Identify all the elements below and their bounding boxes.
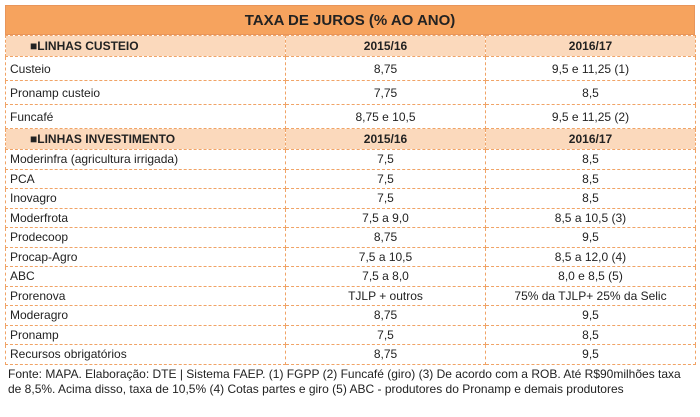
footnote: Fonte: MAPA. Elaboração: DTE | Sistema F… xyxy=(8,366,681,396)
table-cell: 7,5 a 9,0 xyxy=(285,207,486,228)
table-cell: 8,5 xyxy=(485,168,696,189)
section-header-cell: ■LINHAS INVESTIMENTO xyxy=(5,128,286,150)
section-header-cell: 2015/16 xyxy=(285,35,486,57)
table-row: Moderinfra (agricultura irrigada) 7,5 8,5 xyxy=(5,149,696,170)
section-header-cell: 2015/16 xyxy=(285,128,486,150)
table-row: Moderagro 8,75 9,5 xyxy=(5,305,696,326)
table-cell: 8,5 xyxy=(485,188,696,209)
table-cell: 9,5 e 11,25 (1) xyxy=(485,56,696,81)
table-cell: Funcafé xyxy=(5,104,286,129)
table-cell: 9,5 xyxy=(485,344,696,365)
table-cell: 7,5 xyxy=(285,324,486,345)
table-cell: 8,75 xyxy=(285,56,486,81)
table-row: Funcafé 8,75 e 10,5 9,5 e 11,25 (2) xyxy=(5,104,696,129)
table-cell: Prodecoop xyxy=(5,227,286,248)
table-cell: 8,75 xyxy=(285,305,486,326)
table-row: Pronamp custeio 7,75 8,5 xyxy=(5,80,696,105)
table-cell: Recursos obrigatórios xyxy=(5,344,286,365)
table-cell: 7,5 a 10,5 xyxy=(285,246,486,267)
table-cell: 7,5 xyxy=(285,149,486,170)
table-row: Moderfrota 7,5 a 9,0 8,5 a 10,5 (3) xyxy=(5,207,696,228)
table-cell: 75% da TJLP+ 25% da Selic xyxy=(485,285,696,306)
section-header-row: ■LINHAS CUSTEIO 2015/16 2016/17 xyxy=(5,35,696,57)
section-header-row: ■LINHAS INVESTIMENTO 2015/16 2016/17 xyxy=(5,128,696,150)
table-cell: Pronamp xyxy=(5,324,286,345)
table-cell: Inovagro xyxy=(5,188,286,209)
table-row: Pronamp 7,5 8,5 xyxy=(5,324,696,345)
table-cell: 8,5 xyxy=(485,324,696,345)
table-cell: Moderagro xyxy=(5,305,286,326)
table-cell: Prorenova xyxy=(5,285,286,306)
table-cell: 8,5 a 10,5 (3) xyxy=(485,207,696,228)
section-header-cell: 2016/17 xyxy=(485,128,696,150)
table-row: Procap-Agro 7,5 a 10,5 8,5 a 12,0 (4) xyxy=(5,246,696,267)
table-cell: ABC xyxy=(5,266,286,287)
table-cell: 7,5 xyxy=(285,168,486,189)
rate-table-panel: TAXA DE JUROS (% AO ANO) ■LINHAS CUSTEIO… xyxy=(5,5,696,397)
section-header-cell: ■LINHAS CUSTEIO xyxy=(5,35,286,57)
table-cell: 9,5 xyxy=(485,305,696,326)
table-row: Prodecoop 8,75 9,5 xyxy=(5,227,696,248)
table-cell: 8,5 a 12,0 (4) xyxy=(485,246,696,267)
table-cell: 7,75 xyxy=(285,80,486,105)
table-cell: Custeio xyxy=(5,56,286,81)
table-cell: 9,5 e 11,25 (2) xyxy=(485,104,696,129)
table-title: TAXA DE JUROS (% AO ANO) xyxy=(5,5,695,35)
section-header-cell: 2016/17 xyxy=(485,35,696,57)
table-cell: 8,0 e 8,5 (5) xyxy=(485,266,696,287)
table-row: Recursos obrigatórios 8,75 9,5 xyxy=(5,344,696,365)
table-row: Prorenova TJLP + outros 75% da TJLP+ 25% d… xyxy=(5,285,696,306)
table-cell: Moderinfra (agricultura irrigada) xyxy=(5,149,286,170)
table-cell: 7,5 xyxy=(285,188,486,209)
table-cell: PCA xyxy=(5,168,286,189)
rate-table: ■LINHAS CUSTEIO 2015/16 2016/17 Custeio 8,75… xyxy=(5,35,696,365)
table-cell: Procap-Agro xyxy=(5,246,286,267)
table-row: Inovagro 7,5 8,5 xyxy=(5,188,696,209)
table-cell: Pronamp custeio xyxy=(5,80,286,105)
table-cell: Moderfrota xyxy=(5,207,286,228)
table-cell: 8,75 xyxy=(285,344,486,365)
table-row: PCA 7,5 8,5 xyxy=(5,168,696,189)
table-cell: 8,5 xyxy=(485,149,696,170)
table-cell: 8,75 xyxy=(285,227,486,248)
table-cell: TJLP + outros xyxy=(285,285,486,306)
table-cell: 9,5 xyxy=(485,227,696,248)
table-row: Custeio 8,75 9,5 e 11,25 (1) xyxy=(5,56,696,81)
table-cell: 8,75 e 10,5 xyxy=(285,104,486,129)
table-cell: 8,5 xyxy=(485,80,696,105)
table-row: ABC 7,5 a 8,0 8,0 e 8,5 (5) xyxy=(5,266,696,287)
table-cell: 7,5 a 8,0 xyxy=(285,266,486,287)
